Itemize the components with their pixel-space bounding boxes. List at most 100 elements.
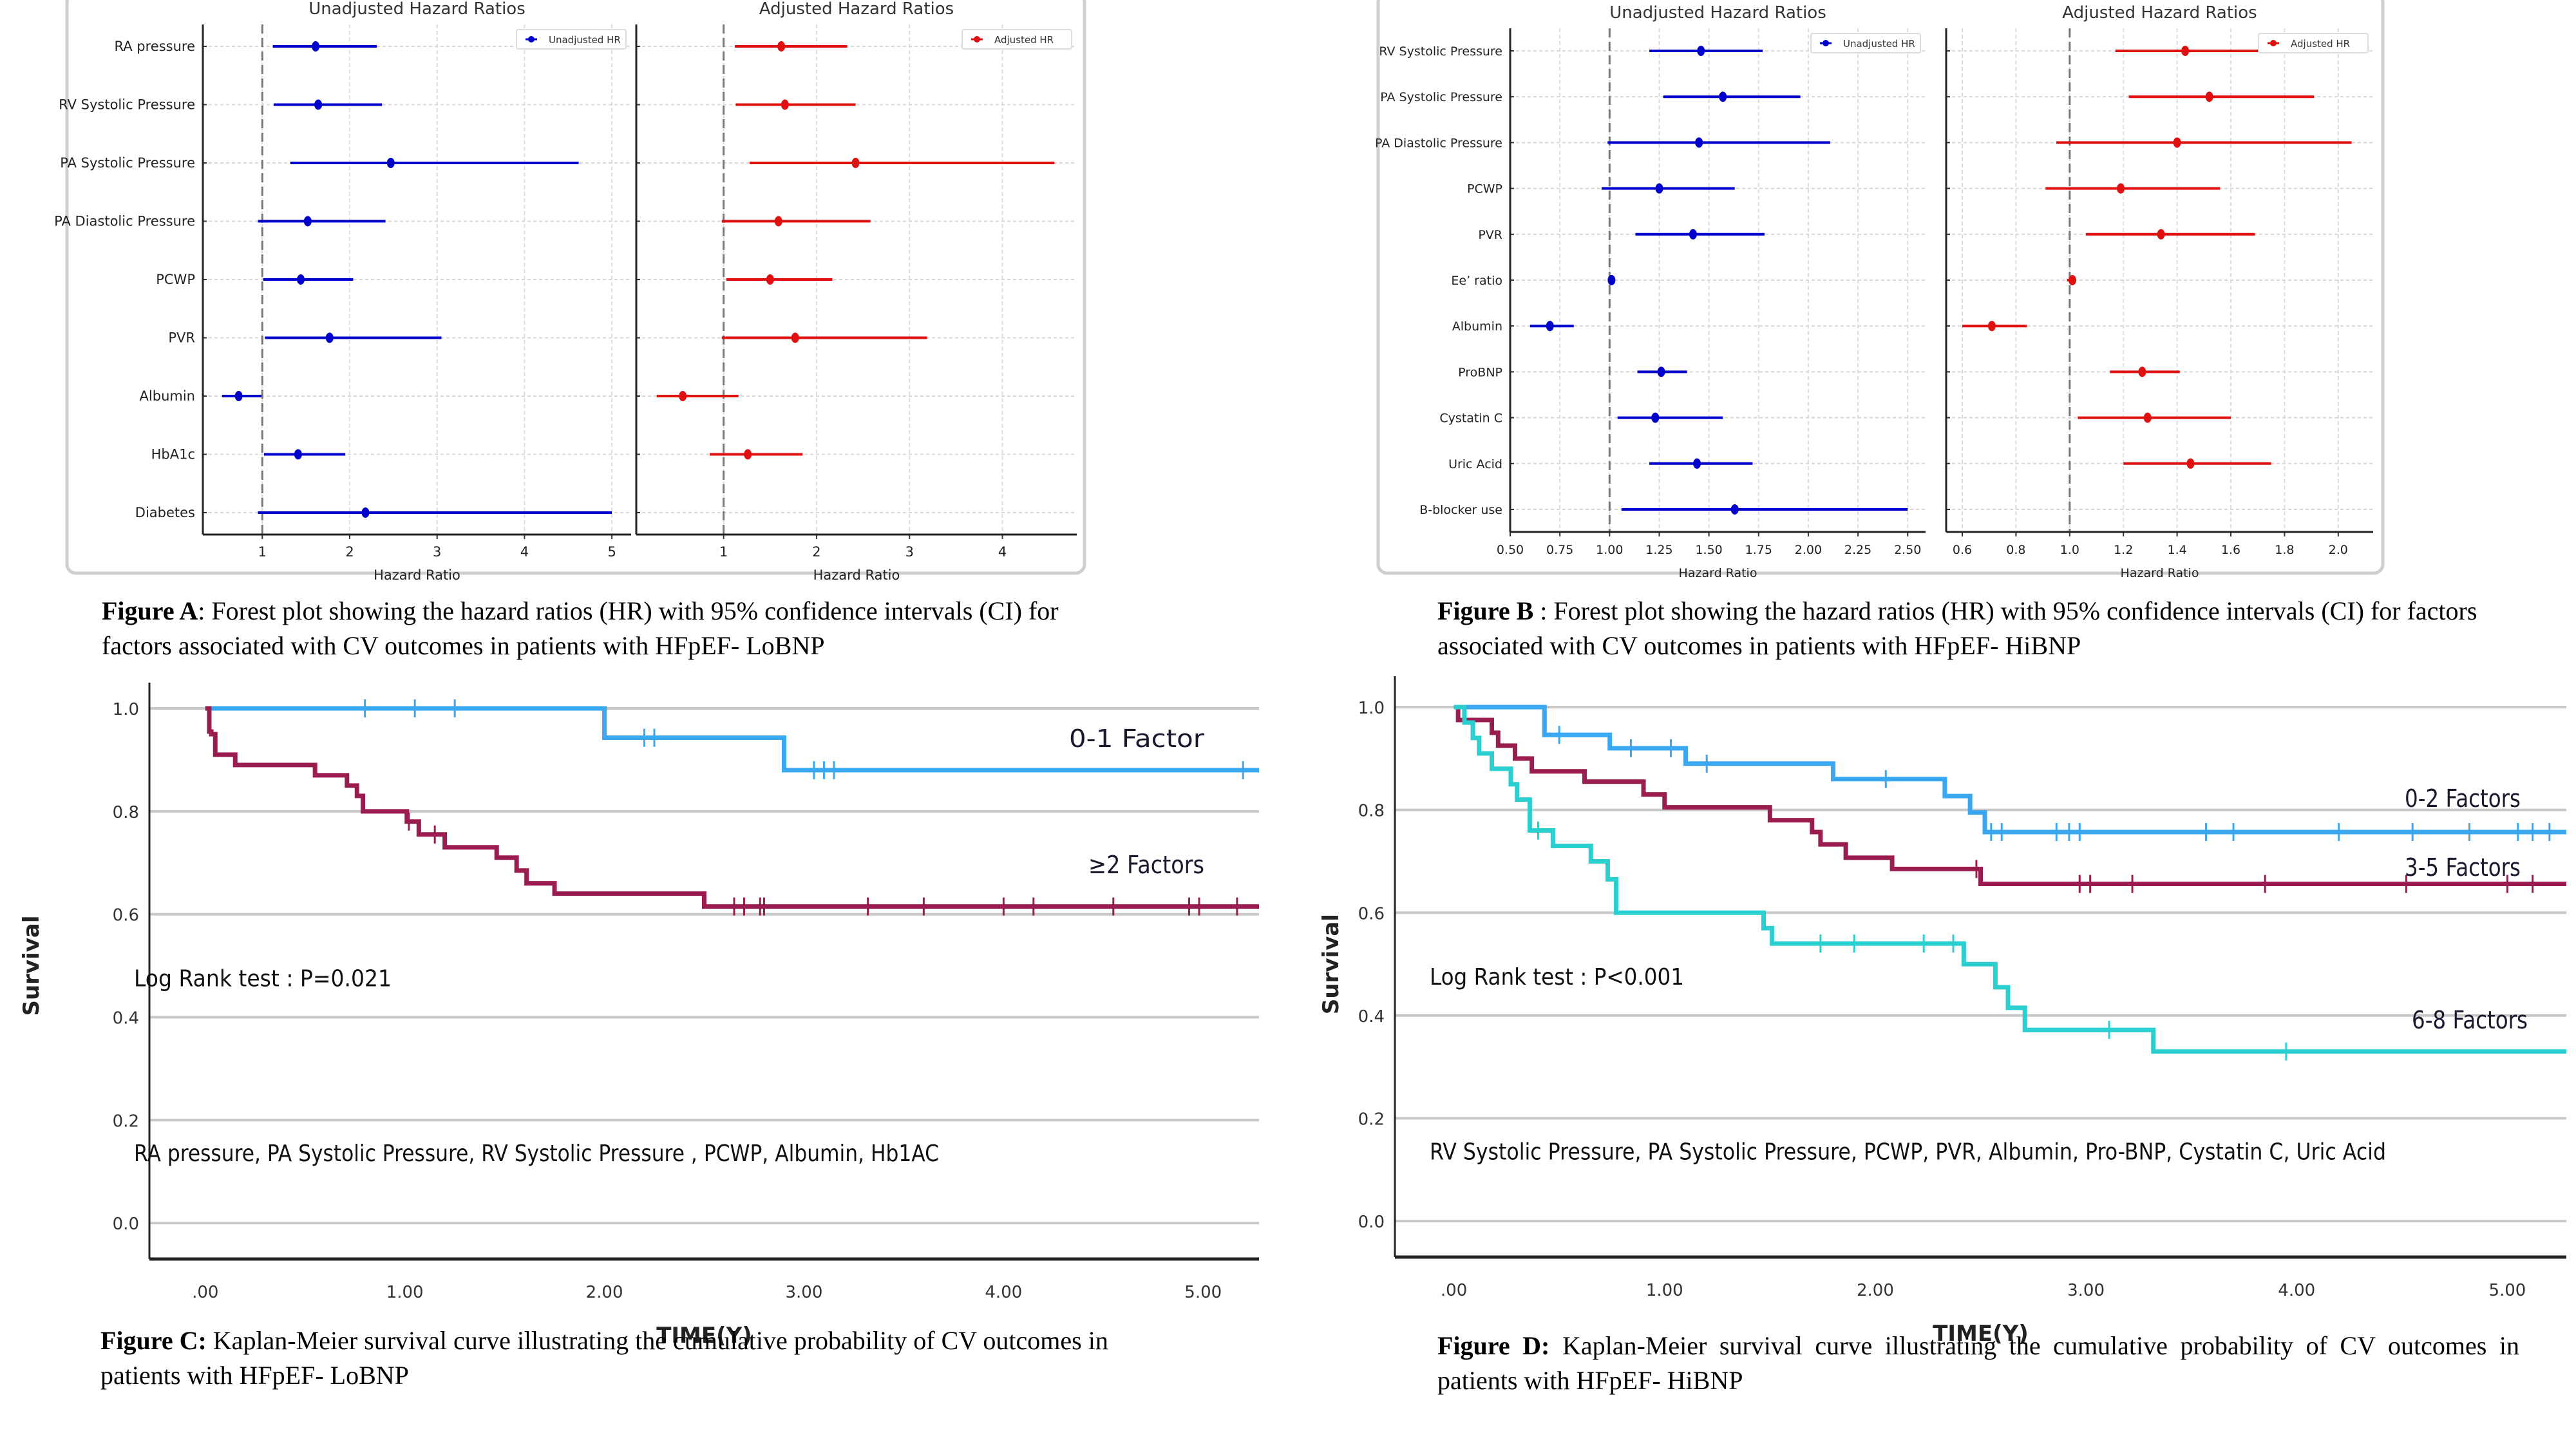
hr-point (294, 449, 302, 460)
y-tick-label: 0.6 (1358, 904, 1385, 923)
survival-curve (205, 706, 1259, 909)
hr-point (781, 99, 789, 110)
y-tick-label: PA Systolic Pressure (1380, 90, 1502, 104)
caption-label: Figure B (1437, 596, 1534, 625)
caption-text: : Forest plot showing the hazard ratios … (1437, 596, 2477, 660)
x-tick-label: .00 (192, 1283, 218, 1302)
y-tick-label: 0.2 (113, 1112, 139, 1131)
x-tick-label: 1.00 (386, 1283, 424, 1302)
legend-marker (2270, 40, 2277, 46)
x-tick-label: 1.50 (1695, 543, 1722, 557)
hr-point (314, 99, 323, 110)
legend-box (516, 29, 627, 50)
legend-box (961, 29, 1072, 50)
x-tick-label: 5 (607, 544, 616, 560)
x-axis-label: TIME(Y) (656, 1323, 752, 1349)
y-tick-label: RV Systolic Pressure (1379, 44, 1502, 59)
survival-curve (1454, 705, 2566, 835)
y-tick-label: RV Systolic Pressure (59, 97, 195, 113)
caption-figure-b: Figure B : Forest plot showing the hazar… (1437, 594, 2519, 663)
x-tick-label: 1.0 (2060, 543, 2079, 557)
hr-point (851, 158, 860, 168)
x-tick-label: 4.00 (985, 1283, 1022, 1302)
hr-point (2143, 412, 2152, 423)
legend-label: Unadjusted HR (1843, 38, 1915, 50)
y-tick-label: PCWP (1467, 182, 1502, 196)
hr-point (766, 274, 774, 285)
survival-curve (205, 706, 1259, 773)
series-label: ≥2 Factors (1088, 851, 1204, 879)
legend-marker (528, 36, 535, 43)
panel-title: Unadjusted Hazard Ratios (1609, 3, 1826, 23)
hr-point (1697, 46, 1705, 56)
legend-label: Adjusted HR (2291, 38, 2350, 50)
hr-point (297, 274, 305, 285)
y-tick-label: 0.0 (1358, 1213, 1385, 1232)
hr-point (1695, 137, 1703, 148)
y-tick-label: PVR (168, 330, 195, 346)
figure-a-frame (65, 0, 1086, 575)
y-tick-label: PA Systolic Pressure (60, 155, 195, 171)
x-axis-label: Hazard Ratio (813, 567, 900, 583)
series-label: 6-8 Factors (2412, 1006, 2528, 1034)
figure-b-frame (1376, 0, 2385, 575)
x-tick-label: 2.00 (1857, 1281, 1894, 1300)
hr-point (312, 41, 320, 52)
y-tick-label: B-blocker use (1419, 503, 1502, 517)
legend-box (1810, 33, 1921, 53)
caption-text: Kaplan-Meier survival curve illustrating… (100, 1326, 1108, 1390)
forest-panel-A-adjusted: Adjusted Hazard Ratios 1 2 3 4 Hazard Ratio Ad… (635, 0, 1077, 583)
y-tick-label: Albumin (140, 388, 195, 404)
y-tick-label: 0.8 (113, 803, 139, 822)
x-tick-label: 0.8 (2006, 543, 2025, 557)
x-tick-label: 2.25 (1844, 543, 1871, 557)
x-tick-label: 0.75 (1546, 543, 1573, 557)
hr-point (1689, 229, 1697, 240)
x-tick-label: 0.50 (1497, 543, 1524, 557)
caption-figure-d: Figure D: Kaplan-Meier survival curve il… (1437, 1329, 2519, 1398)
y-tick-label: 1.0 (113, 700, 139, 719)
caption-figure-a: Figure A: Forest plot showing the hazard… (102, 594, 1132, 663)
forest-panel-B-adjusted: Adjusted Hazard Ratios 0.6 0.8 1.0 1.2 1.4 1.6… (1945, 3, 2373, 580)
hr-point (2117, 183, 2125, 194)
x-axis-label: Hazard Ratio (1679, 566, 1757, 580)
y-tick-label: RA pressure (115, 39, 196, 54)
x-tick-label: 5.00 (2488, 1281, 2526, 1300)
x-tick-label: 1.4 (2167, 543, 2186, 557)
y-tick-label: PA Diastolic Pressure (54, 214, 195, 229)
km-chart-C: 0.0 0.2 0.4 0.6 0.8 1.0 .00 1.00 2.00 3.00 4.00 5.0… (19, 683, 1259, 1349)
y-tick-label: 0.6 (113, 906, 139, 925)
y-tick-label: Albumin (1452, 319, 1502, 334)
x-tick-label: 1.75 (1745, 543, 1772, 557)
log-rank-annotation: Log Rank test : P<0.001 (1430, 964, 1684, 990)
x-tick-label: 3 (905, 544, 914, 560)
x-tick-label: 2 (345, 544, 354, 560)
hr-point (2186, 458, 2195, 469)
y-axis-label: Survival (19, 916, 44, 1016)
y-tick-label: 0.4 (1358, 1007, 1385, 1027)
x-tick-label: 2 (812, 544, 820, 560)
x-axis-label: TIME(Y) (1933, 1321, 2029, 1347)
caption-label: Figure C: (100, 1326, 207, 1355)
hr-point (1651, 412, 1660, 423)
survival-curve (1454, 705, 2566, 1054)
x-tick-label: 1.6 (2221, 543, 2240, 557)
x-tick-label: 3.00 (2067, 1281, 2105, 1300)
hr-point (1607, 275, 1616, 285)
y-tick-label: ProBNP (1458, 365, 1502, 379)
x-tick-label: 0.6 (1953, 543, 1972, 557)
legend-marker (974, 36, 980, 43)
x-tick-label: 1.2 (2114, 543, 2133, 557)
hr-point (1655, 183, 1663, 194)
x-tick-label: 1.8 (2275, 543, 2294, 557)
y-tick-label: Uric Acid (1448, 457, 1502, 471)
km-chart-D: 0.0 0.2 0.4 0.6 0.8 1.0 .00 1.00 2.00 3.00 4.00 5.0… (1318, 676, 2566, 1347)
factors-annotation: RV Systolic Pressure, PA Systolic Pressu… (1430, 1139, 2386, 1165)
y-tick-label: Ee’ ratio (1451, 274, 1502, 288)
y-axis-label: Survival (1318, 914, 1344, 1014)
x-tick-label: 5.00 (1184, 1283, 1222, 1302)
y-tick-label: 0.2 (1358, 1110, 1385, 1130)
series-label: 0-1 Factor (1069, 724, 1204, 753)
hr-point (2205, 91, 2213, 102)
